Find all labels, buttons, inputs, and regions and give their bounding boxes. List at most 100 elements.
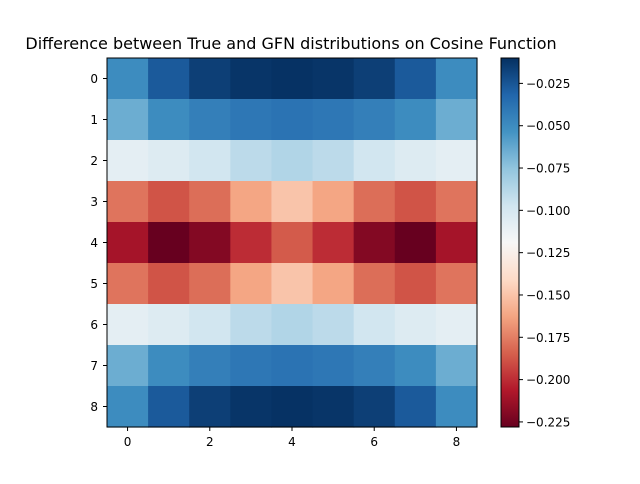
heatmap-cell [353, 345, 396, 387]
heatmap-cell [312, 181, 355, 223]
heatmap-cell [148, 222, 190, 264]
heatmap-cell [189, 263, 231, 305]
heatmap-cell [353, 386, 396, 428]
heatmap-cell [271, 140, 314, 182]
heatmap-cell [189, 140, 231, 182]
y-tick-label: 1 [90, 113, 98, 127]
heatmap-cell [148, 58, 190, 100]
heatmap-cell [353, 140, 396, 182]
heatmap-cell [353, 263, 396, 305]
heatmap-cell [189, 58, 231, 100]
heatmap-cell [353, 58, 396, 100]
heatmap-cell [189, 345, 231, 387]
heatmap-cell [230, 99, 273, 141]
heatmap-cell [271, 304, 314, 346]
heatmap-cell [271, 181, 314, 223]
heatmap-cell [230, 140, 273, 182]
heatmap-cell [394, 99, 437, 141]
heatmap-cell [148, 181, 190, 223]
heatmap-cell [271, 386, 314, 428]
colorbar-tick-label: −0.075 [526, 162, 570, 176]
x-tick-label: 8 [453, 435, 461, 449]
heatmap-axes: 0 2 4 6 8 0 1 2 3 4 5 6 7 8 [90, 57, 478, 449]
heatmap-cell [353, 181, 396, 223]
heatmap-cell [148, 386, 190, 428]
heatmap-cell [435, 99, 478, 141]
heatmap-cell [230, 58, 273, 100]
heatmap-cell [107, 345, 149, 387]
heatmap-cell [353, 304, 396, 346]
heatmap-cell [107, 140, 149, 182]
heatmap-cell [435, 58, 478, 100]
heatmap-cell [189, 181, 231, 223]
heatmap-cell [394, 58, 437, 100]
heatmap-cell [189, 222, 231, 264]
colorbar-tick-label: −0.050 [526, 119, 570, 133]
heatmap-cell [435, 304, 478, 346]
heatmap-cell [353, 99, 396, 141]
heatmap-cell [189, 386, 231, 428]
heatmap-cell [271, 99, 314, 141]
y-tick-label: 7 [90, 359, 98, 373]
x-tick-label: 6 [370, 435, 378, 449]
heatmap-cell [148, 304, 190, 346]
y-tick-label: 2 [90, 154, 98, 168]
heatmap-cell [148, 263, 190, 305]
heatmap-cell [271, 263, 314, 305]
heatmap-cell [394, 140, 437, 182]
heatmap-cell [394, 386, 437, 428]
heatmap-cell [107, 58, 149, 100]
heatmap-cell [107, 263, 149, 305]
heatmap-cell [230, 181, 273, 223]
heatmap-cell [312, 345, 355, 387]
heatmap-cell [394, 181, 437, 223]
heatmap-cell [435, 140, 478, 182]
heatmap-cell [312, 140, 355, 182]
heatmap-cell [107, 181, 149, 223]
heatmap-cell [230, 263, 273, 305]
heatmap-cell [394, 263, 437, 305]
heatmap-cell [312, 222, 355, 264]
heatmap-cell [312, 58, 355, 100]
heatmap-cell [394, 345, 437, 387]
heatmap-cell [394, 222, 437, 264]
heatmap-cell [230, 222, 273, 264]
y-tick-label: 3 [90, 195, 98, 209]
heatmap-cell [148, 99, 190, 141]
heatmap-cell [107, 99, 149, 141]
heatmap-cell [148, 345, 190, 387]
heatmap-cell [312, 263, 355, 305]
y-tick-label: 8 [90, 400, 98, 414]
heatmap-cell [435, 345, 478, 387]
heatmap-cell [271, 345, 314, 387]
y-tick-label: 4 [90, 236, 98, 250]
colorbar-bar [500, 57, 520, 428]
colorbar-tick-label: −0.025 [526, 77, 570, 91]
heatmap-cell [435, 222, 478, 264]
heatmap-cell [312, 386, 355, 428]
heatmap-cell [148, 140, 190, 182]
heatmap-cell [107, 304, 149, 346]
heatmap-cell [189, 99, 231, 141]
heatmap-cell [435, 263, 478, 305]
colorbar-tick-label: −0.100 [526, 204, 570, 218]
y-tick-label: 5 [90, 277, 98, 291]
heatmap-cell [230, 386, 273, 428]
heatmap-cell [230, 304, 273, 346]
x-tick-label: 0 [124, 435, 132, 449]
heatmap-cell [312, 304, 355, 346]
colorbar-tick-label: −0.125 [526, 246, 570, 260]
y-tick-label: 0 [90, 72, 98, 86]
x-tick-label: 4 [288, 435, 296, 449]
colorbar-tick-label: −0.175 [526, 331, 570, 345]
heatmap-cell [435, 386, 478, 428]
y-tick-label: 6 [90, 318, 98, 332]
heatmap-cell [107, 222, 149, 264]
heatmap-cell [189, 304, 231, 346]
heatmap-cell [353, 222, 396, 264]
x-tick-label: 2 [206, 435, 214, 449]
heatmap-cell [312, 99, 355, 141]
colorbar-tick-label: −0.150 [526, 288, 570, 302]
